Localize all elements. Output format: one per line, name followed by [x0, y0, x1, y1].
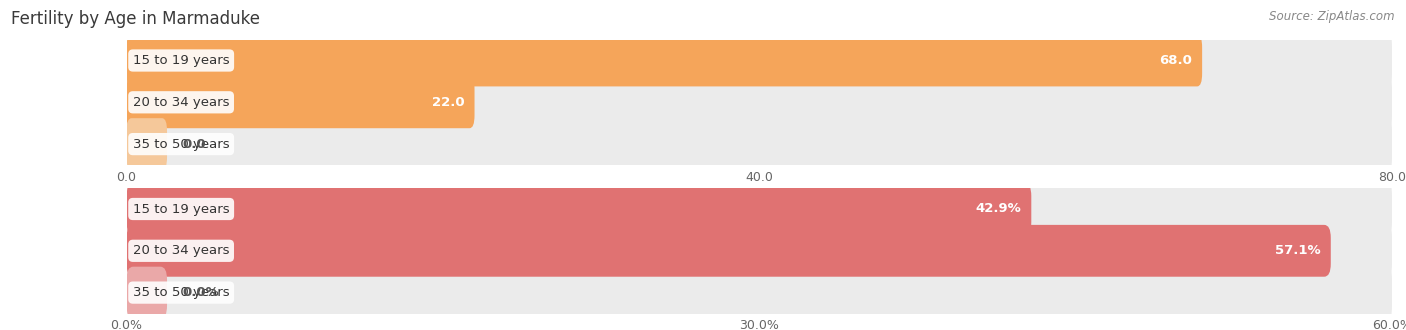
Text: 0.0: 0.0: [183, 138, 205, 150]
Text: 35 to 50 years: 35 to 50 years: [132, 286, 229, 299]
Text: 0.0%: 0.0%: [183, 286, 219, 299]
FancyBboxPatch shape: [127, 76, 1392, 128]
FancyBboxPatch shape: [127, 118, 1392, 170]
FancyBboxPatch shape: [127, 183, 1392, 235]
Text: 42.9%: 42.9%: [976, 203, 1021, 215]
Text: 57.1%: 57.1%: [1275, 244, 1320, 257]
Text: 20 to 34 years: 20 to 34 years: [132, 244, 229, 257]
Text: 15 to 19 years: 15 to 19 years: [132, 203, 229, 215]
Text: 20 to 34 years: 20 to 34 years: [132, 96, 229, 109]
Text: Source: ZipAtlas.com: Source: ZipAtlas.com: [1270, 10, 1395, 23]
Text: 15 to 19 years: 15 to 19 years: [132, 54, 229, 67]
Text: Fertility by Age in Marmaduke: Fertility by Age in Marmaduke: [11, 10, 260, 28]
FancyBboxPatch shape: [127, 183, 1032, 235]
Text: 22.0: 22.0: [432, 96, 464, 109]
Text: 68.0: 68.0: [1159, 54, 1192, 67]
FancyBboxPatch shape: [127, 118, 167, 170]
FancyBboxPatch shape: [127, 35, 1392, 86]
FancyBboxPatch shape: [127, 267, 1392, 318]
FancyBboxPatch shape: [127, 225, 1330, 277]
FancyBboxPatch shape: [127, 267, 167, 318]
Text: 35 to 50 years: 35 to 50 years: [132, 138, 229, 150]
FancyBboxPatch shape: [127, 35, 1202, 86]
FancyBboxPatch shape: [127, 225, 1392, 277]
FancyBboxPatch shape: [127, 76, 475, 128]
